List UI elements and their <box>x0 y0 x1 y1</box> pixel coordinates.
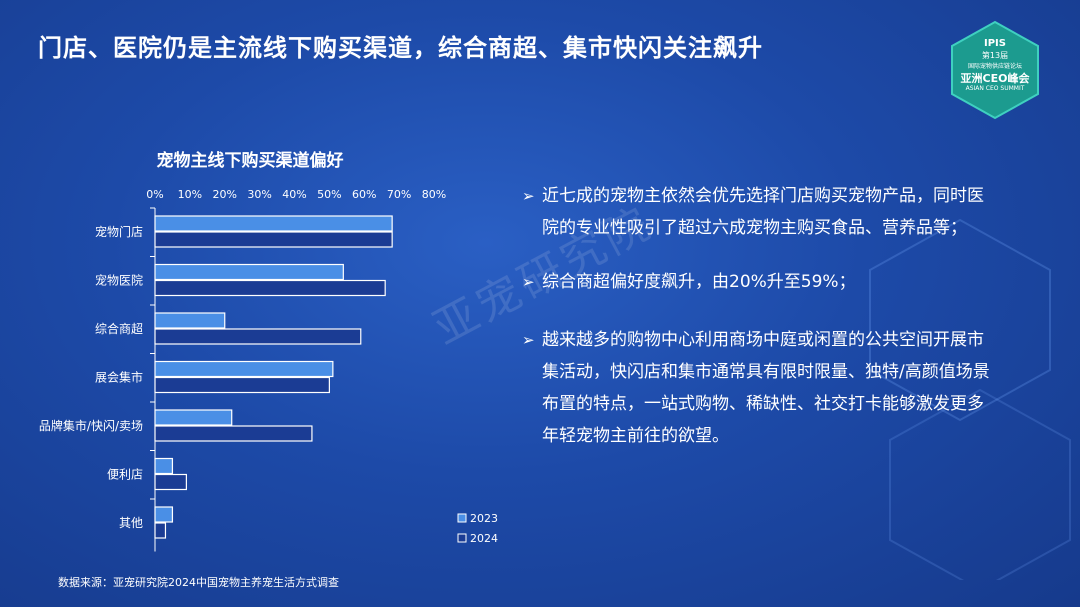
category-label: 综合商超 <box>95 321 143 336</box>
x-tick-label: 20% <box>213 188 237 201</box>
bar-2023-5 <box>154 457 174 475</box>
category-label: 展会集市 <box>95 370 143 385</box>
logo-hexagon <box>951 20 1039 120</box>
category-label: 品牌集市/快闪/卖场 <box>39 418 143 433</box>
bar-2023-3 <box>154 360 334 378</box>
category-label: 宠物医院 <box>95 273 143 288</box>
bullet-text: 越来越多的购物中心利用商场中庭或闲置的公共空间开展市集活动，快闪店和集市通常具有… <box>542 330 990 446</box>
bar-2023-4 <box>154 409 233 426</box>
bullet-text: 综合商超偏好度飙升，由20%升至59%； <box>542 272 856 292</box>
arrow-icon: ➢ <box>522 187 535 205</box>
category-label: 其他 <box>119 516 143 530</box>
x-tick-label: 30% <box>247 188 271 201</box>
data-source: 数据来源：亚宠研究院2024中国宠物主养宠生活方式调查 <box>58 576 339 589</box>
bar-2024-5 <box>154 473 187 491</box>
x-tick-label: 50% <box>317 188 341 201</box>
bullet-item: ➢ 综合商超偏好度飙升，由20%升至59%； <box>522 266 992 298</box>
bar-2024-1 <box>154 279 386 297</box>
bullet-text: 近七成的宠物主依然会优先选择门店购买宠物产品，同时医院的专业性吸引了超过六成宠物… <box>542 186 984 238</box>
hexagon-decoration <box>869 218 1071 580</box>
x-tick-label: 0% <box>146 188 163 201</box>
bullet-list: ➢ 近七成的宠物主依然会优先选择门店购买宠物产品，同时医院的专业性吸引了超过六成… <box>522 180 992 472</box>
category-label: 便利店 <box>107 468 143 482</box>
logo-summit-en: ASIAN CEO SUMMIT <box>965 85 1025 92</box>
x-tick-label: 40% <box>282 188 306 201</box>
legend-label: 2023 <box>470 512 498 525</box>
legend-swatch <box>457 513 467 523</box>
bar-2023-6 <box>154 506 174 523</box>
bar-2024-0 <box>154 231 393 248</box>
bar-2023-1 <box>154 263 344 281</box>
logo-summit-cn: 亚洲CEO峰会 <box>960 72 1030 85</box>
logo-forum: 国际宠物供应链论坛 <box>967 63 1022 70</box>
bar-2023-0 <box>154 215 393 232</box>
page-title: 门店、医院仍是主流线下购买渠道，综合商超、集市快闪关注飙升 <box>38 34 763 62</box>
logo-edition: 第13届 <box>981 51 1009 60</box>
bar-2024-2 <box>154 328 362 345</box>
logo-ipis: IPIS <box>984 38 1006 49</box>
legend-swatch <box>457 533 467 543</box>
bullet-item: ➢ 近七成的宠物主依然会优先选择门店购买宠物产品，同时医院的专业性吸引了超过六成… <box>522 180 992 244</box>
chart-title: 宠物主线下购买渠道偏好 <box>156 151 344 171</box>
bar-2024-6 <box>154 522 167 539</box>
x-tick-label: 60% <box>352 188 376 201</box>
legend-label: 2024 <box>470 532 498 545</box>
x-tick-label: 70% <box>387 188 411 201</box>
bar-2024-4 <box>154 425 313 442</box>
arrow-icon: ➢ <box>522 331 535 349</box>
summit-logo: IPIS 第13届 国际宠物供应链论坛 亚洲CEO峰会 ASIAN CEO SU… <box>950 20 1040 120</box>
arrow-icon: ➢ <box>522 273 535 291</box>
bar-2024-3 <box>154 376 330 394</box>
category-label: 宠物门店 <box>95 224 143 239</box>
bullet-item: ➢ 越来越多的购物中心利用商场中庭或闲置的公共空间开展市集活动，快闪店和集市通常… <box>522 324 992 452</box>
bar-chart: 0% 10% 20% 30% 40% 50% 60% 70% 80% 宠物门店宠物医院综合商超展会… <box>39 188 498 552</box>
x-tick-label: 10% <box>178 188 202 201</box>
bar-2023-2 <box>154 312 226 329</box>
x-tick-label: 80% <box>422 188 446 201</box>
